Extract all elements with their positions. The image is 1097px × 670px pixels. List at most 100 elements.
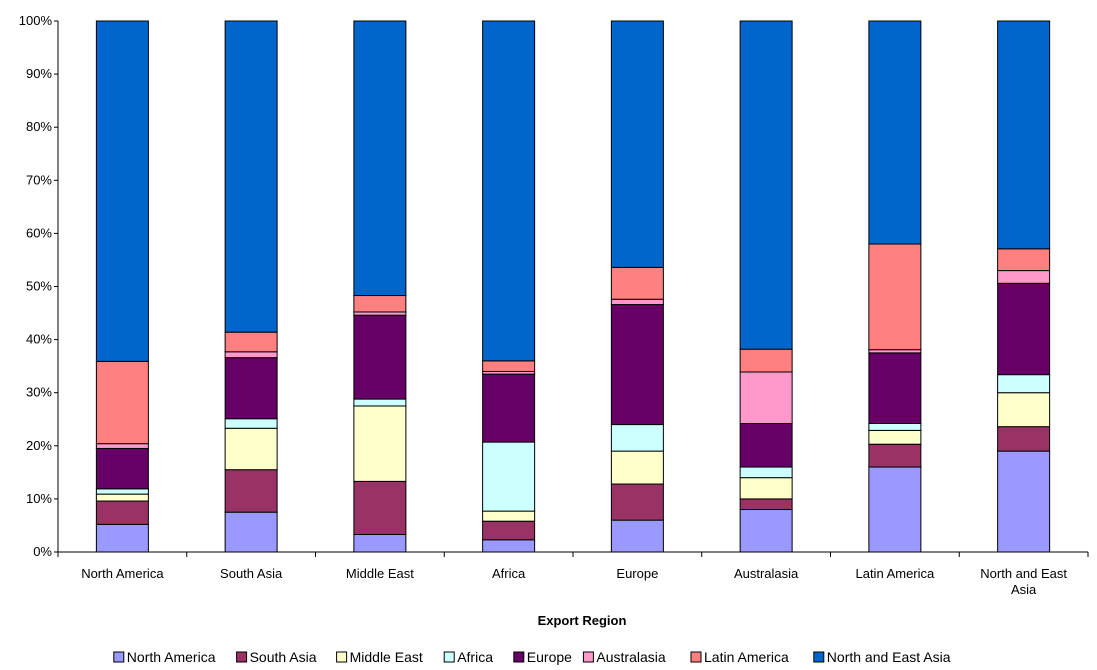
y-tick-label: 60% — [26, 225, 52, 240]
y-tick-label: 50% — [26, 279, 52, 294]
bar-segment — [997, 450, 1051, 553]
legend-item: South Asia — [236, 649, 317, 665]
bar-segment — [224, 351, 278, 359]
legend-item: North and East Asia — [813, 649, 951, 665]
bar-segment — [224, 427, 278, 471]
bar-segment — [868, 429, 922, 445]
bar-segment — [95, 20, 149, 362]
axes — [54, 20, 1089, 557]
bar-segment — [868, 466, 922, 553]
bar-segment — [95, 493, 149, 502]
x-tick-label: North and East Asia — [980, 566, 1067, 597]
y-tick-label: 70% — [26, 172, 52, 187]
legend: North America South Asia Middle East Africa… — [113, 649, 951, 665]
bar-segment — [739, 371, 793, 424]
y-axis-tick-labels: 0% 10% 20% 30% 40% 50% 60% 70% 80% 90% 100% — [19, 13, 53, 559]
legend-item: North America — [113, 649, 216, 665]
bar-series — [95, 20, 1051, 553]
legend-swatch — [236, 651, 248, 663]
y-tick-label: 90% — [26, 66, 52, 81]
bar-segment — [610, 450, 664, 485]
x-tick-label: Africa — [492, 566, 526, 581]
bar-segment — [353, 20, 407, 297]
x-tick-label: Middle East — [346, 566, 414, 581]
legend-item: Africa — [443, 649, 493, 665]
legend-swatch — [813, 651, 825, 663]
bar-segment — [997, 374, 1051, 394]
legend-swatch — [113, 651, 125, 663]
bar-segment — [353, 314, 407, 400]
legend-label: Latin America — [704, 649, 789, 665]
bar-segment — [997, 282, 1051, 376]
bar-segment — [353, 398, 407, 407]
bar-segment — [610, 304, 664, 426]
x-axis-tick-labels: North America South Asia Middle East Africa… — [81, 566, 1067, 597]
bar-segment — [739, 509, 793, 553]
bar-segment — [868, 422, 922, 431]
bar-segment — [997, 20, 1051, 250]
y-tick-label: 10% — [26, 491, 52, 506]
legend-swatch — [336, 651, 348, 663]
bar-segment — [739, 498, 793, 511]
bar-segment — [868, 243, 922, 351]
bar-segment — [353, 405, 407, 482]
legend-item: Latin America — [690, 649, 789, 665]
bar-segment — [482, 539, 536, 553]
legend-label: Europe — [527, 649, 572, 665]
y-tick-label: 100% — [19, 13, 53, 28]
bar-segment — [482, 510, 536, 522]
legend-label: North America — [127, 649, 216, 665]
legend-label: South Asia — [250, 649, 317, 665]
x-tick-label: South Asia — [220, 566, 283, 581]
x-tick-label: Australasia — [734, 566, 799, 581]
bar-segment — [224, 469, 278, 513]
x-axis-title: Export Region — [538, 613, 627, 628]
bar-segment — [224, 20, 278, 333]
y-tick-label: 0% — [33, 544, 52, 559]
bar-segment — [224, 357, 278, 420]
bar-segment — [353, 480, 407, 535]
legend-label: Middle East — [350, 649, 423, 665]
bar-segment — [997, 248, 1051, 272]
bar-segment — [997, 270, 1051, 284]
legend-label: North and East Asia — [827, 649, 951, 665]
bar-segment — [95, 500, 149, 525]
bar-segment — [610, 266, 664, 300]
legend-swatch — [690, 651, 702, 663]
bar-segment — [224, 418, 278, 429]
legend-item: Australasia — [582, 649, 666, 665]
bar-segment — [739, 422, 793, 468]
bar-segment — [997, 392, 1051, 428]
bar-segment — [868, 20, 922, 245]
bar-segment — [482, 373, 536, 443]
bar-segment — [224, 511, 278, 553]
legend-item: Europe — [513, 649, 572, 665]
y-tick-label: 20% — [26, 438, 52, 453]
y-tick-label: 40% — [26, 332, 52, 347]
bar-segment — [868, 443, 922, 468]
bar-segment — [224, 331, 278, 353]
bar-segment — [610, 424, 664, 452]
bar-segment — [997, 426, 1051, 452]
x-tick-label: North America — [81, 566, 164, 581]
bar-segment — [739, 477, 793, 500]
bar-segment — [353, 295, 407, 313]
bar-segment — [482, 360, 536, 372]
bar-segment — [610, 483, 664, 521]
bar-segment — [610, 298, 664, 306]
legend-swatch — [513, 651, 525, 663]
bar-segment — [610, 20, 664, 268]
x-tick-label: Europe — [616, 566, 658, 581]
bar-segment — [95, 360, 149, 445]
legend-swatch — [582, 651, 594, 663]
bar-segment — [868, 352, 922, 424]
bar-segment — [739, 20, 793, 350]
bar-segment — [95, 447, 149, 490]
legend-item: Middle East — [336, 649, 423, 665]
legend-label: Africa — [457, 649, 493, 665]
bar-segment — [353, 533, 407, 553]
bar-segment — [739, 466, 793, 479]
x-tick-label: Latin America — [855, 566, 935, 581]
bar-segment — [482, 520, 536, 541]
